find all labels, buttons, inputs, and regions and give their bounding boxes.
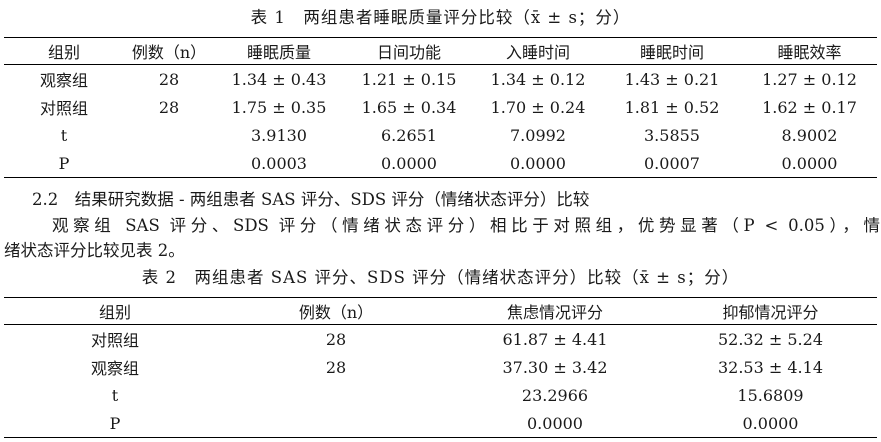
table-cell: 28 — [158, 69, 180, 89]
table-cell: 观察组 — [39, 71, 88, 90]
col-header-daytime-function: 日间功能 — [344, 37, 474, 65]
table-cell: 对照组 — [39, 99, 88, 118]
table-cell: 1.34 ± 0.12 — [490, 69, 586, 89]
col-header-group: 组别 — [4, 297, 226, 325]
section-body-line-2: 绪状态评分比较见表 2。 — [4, 241, 185, 260]
table-cell: 1.62 ± 0.17 — [762, 97, 857, 117]
table-row: 观察组 28 1.34 ± 0.43 1.21 ± 0.15 1.34 ± 0.… — [4, 65, 877, 94]
section-heading: 2.2 结果研究数据 - 两组患者 SAS 评分、SDS 评分（情绪状态评分）比… — [32, 190, 590, 209]
table-cell: 0.0000 — [381, 153, 437, 173]
table-cell: 28 — [158, 97, 180, 117]
table-row: t 3.9130 6.2651 7.0992 3.5855 8.9002 — [4, 121, 877, 149]
table-cell: 1.21 ± 0.15 — [361, 69, 457, 89]
table-cell: 1.27 ± 0.12 — [762, 69, 857, 89]
emotion-score-table: 组别 例数（n） 焦虑情况评分 抑郁情况评分 对照组 28 61.87 ± 4.… — [4, 297, 877, 438]
col-header-sleep-duration: 睡眠时间 — [602, 37, 742, 65]
table-cell: 0.0000 — [510, 153, 566, 173]
table-header-row: 组别 例数（n） 焦虑情况评分 抑郁情况评分 — [4, 297, 877, 325]
table-cell: t — [111, 385, 119, 405]
table-cell — [124, 149, 214, 178]
table-cell: P — [109, 413, 121, 433]
table-cell: 对照组 — [90, 331, 139, 350]
table-cell: 观察组 — [90, 359, 139, 378]
table-cell: 1.81 ± 0.52 — [624, 97, 720, 117]
table-cell: 61.87 ± 4.41 — [502, 329, 608, 349]
table-cell: 1.34 ± 0.43 — [231, 69, 327, 89]
col-header-group: 组别 — [4, 37, 124, 65]
table-row: 观察组 28 37.30 ± 3.42 32.53 ± 4.14 — [4, 353, 877, 381]
section-body-line-1: 观察组 SAS 评分、SDS 评分（情绪状态评分）相比于对照组，优势显著（P <… — [52, 216, 880, 235]
table-cell: 1.65 ± 0.34 — [361, 97, 457, 117]
table-cell: 37.30 ± 3.42 — [502, 357, 608, 377]
table2-caption: 表 2 两组患者 SAS 评分、SDS 评分（情绪状态评分）比较（x̄ ± s；… — [141, 268, 740, 287]
table-cell: 0.0000 — [742, 413, 799, 433]
table-cell: 0.0000 — [527, 413, 583, 433]
col-header-sleep-quality: 睡眠质量 — [214, 37, 344, 65]
sleep-quality-table: 组别 例数（n） 睡眠质量 日间功能 入睡时间 睡眠时间 睡眠效率 观察组 28… — [4, 37, 877, 178]
table-cell: P — [58, 153, 70, 173]
table-row: P 0.0003 0.0000 0.0000 0.0007 0.0000 — [4, 149, 877, 178]
col-header-count: 例数（n） — [124, 37, 214, 65]
table-row: 对照组 28 1.75 ± 0.35 1.65 ± 0.34 1.70 ± 0.… — [4, 93, 877, 121]
table-cell: 0.0007 — [644, 153, 700, 173]
table1-caption: 表 1 两组患者睡眠质量评分比较（x̄ ± s；分） — [250, 8, 631, 27]
table-cell: 8.9002 — [781, 125, 838, 145]
table-row: 对照组 28 61.87 ± 4.41 52.32 ± 5.24 — [4, 325, 877, 354]
table-cell: 1.70 ± 0.24 — [490, 97, 586, 117]
table-cell: 28 — [325, 329, 347, 349]
table-row: P 0.0000 0.0000 — [4, 409, 877, 438]
col-header-count: 例数（n） — [226, 297, 446, 325]
table-cell: 7.0992 — [510, 125, 566, 145]
table-cell: 1.43 ± 0.21 — [624, 69, 720, 89]
col-header-sleep-onset: 入睡时间 — [474, 37, 602, 65]
table-header-row: 组别 例数（n） 睡眠质量 日间功能 入睡时间 睡眠时间 睡眠效率 — [4, 37, 877, 65]
table-cell: 1.75 ± 0.35 — [231, 97, 327, 117]
table-cell — [226, 381, 446, 409]
table-cell: 0.0000 — [781, 153, 838, 173]
col-header-anxiety-score: 焦虑情况评分 — [446, 297, 664, 325]
table-cell — [124, 121, 214, 149]
table-cell: 52.32 ± 5.24 — [717, 329, 823, 349]
table-cell: 28 — [325, 357, 347, 377]
table-row: t 23.2966 15.6809 — [4, 381, 877, 409]
table-cell: 3.9130 — [251, 125, 307, 145]
table-cell: 3.5855 — [644, 125, 700, 145]
col-header-depression-score: 抑郁情况评分 — [664, 297, 877, 325]
col-header-sleep-efficiency: 睡眠效率 — [742, 37, 877, 65]
table-cell: 23.2966 — [521, 385, 589, 405]
table-cell: 15.6809 — [737, 385, 804, 405]
table-cell: 6.2651 — [381, 125, 437, 145]
table-cell — [226, 409, 446, 438]
table-cell: 32.53 ± 4.14 — [717, 357, 823, 377]
table-cell: t — [60, 125, 68, 145]
table-cell: 0.0003 — [251, 153, 307, 173]
